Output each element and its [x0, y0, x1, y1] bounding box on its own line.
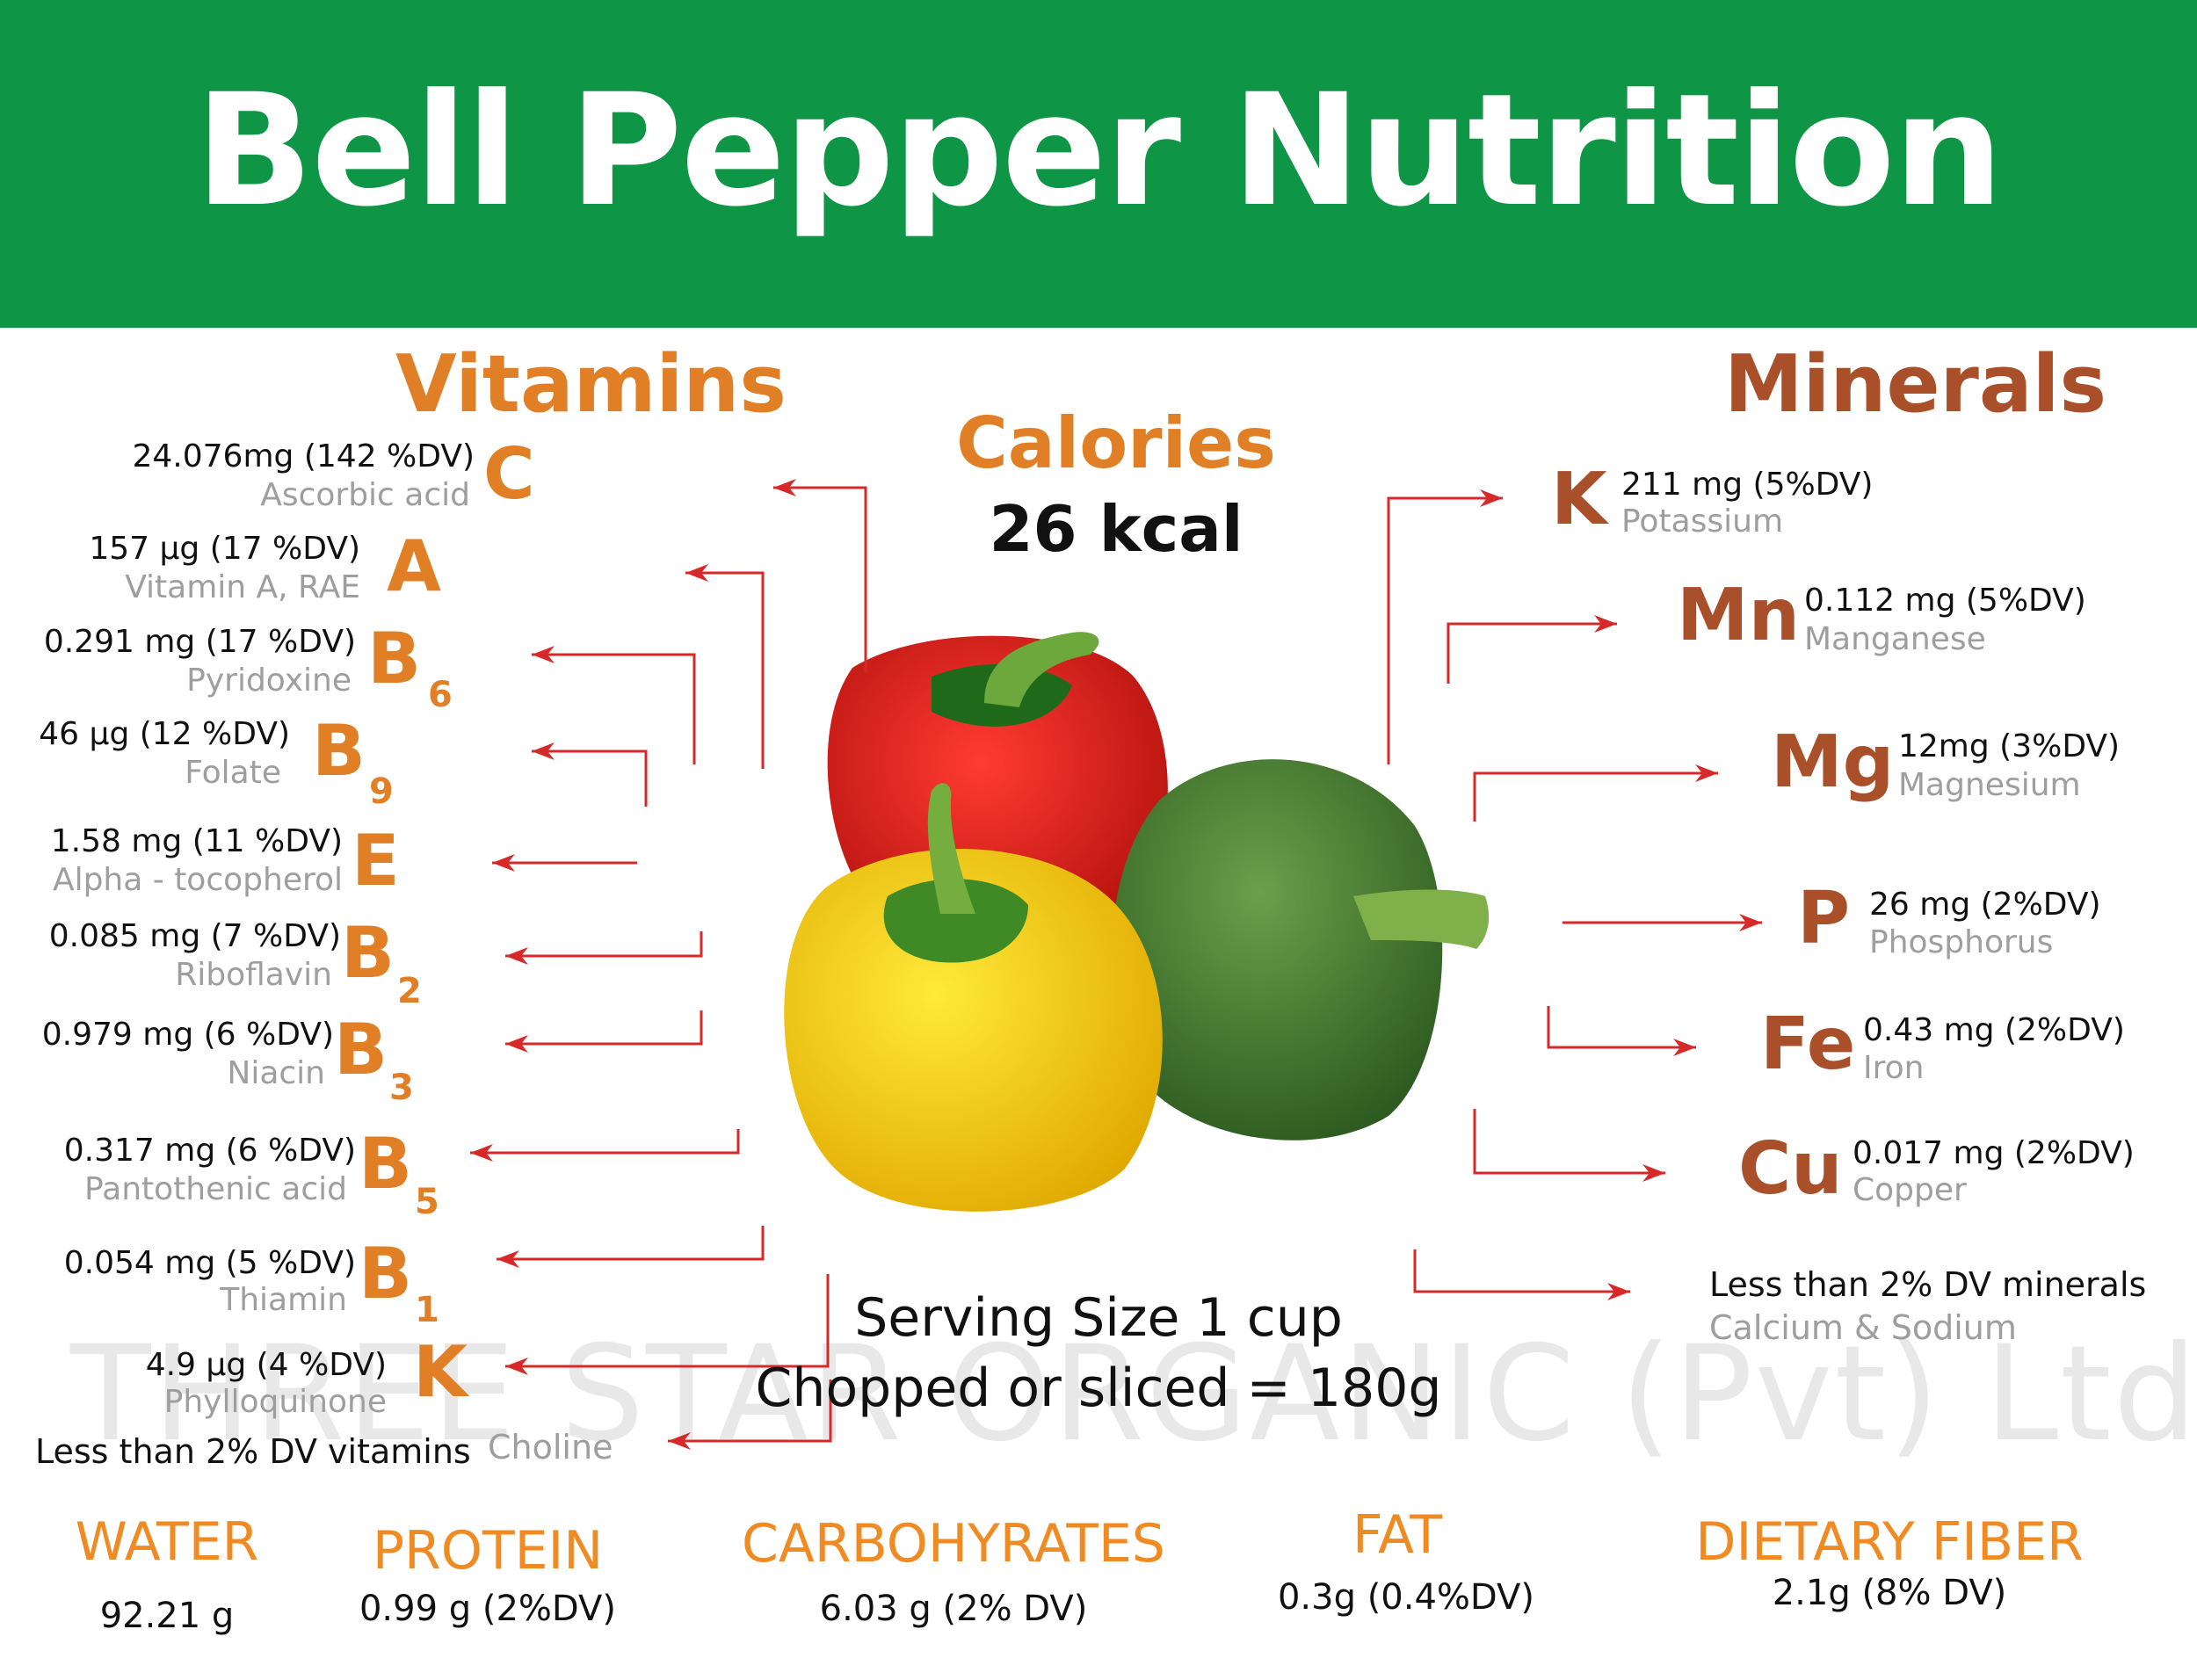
- mineral-cu-name: Copper: [1853, 1172, 1967, 1208]
- connector-arrow: [1473, 1109, 1665, 1182]
- vitamin-e-symbol: E: [352, 820, 400, 902]
- vitamin-b3-name: Niacin: [227, 1055, 325, 1091]
- connector-arrow: [1387, 489, 1503, 764]
- serving-size: Serving Size 1 cup: [854, 1287, 1343, 1349]
- mineral-mg-name: Magnesium: [1898, 767, 2081, 803]
- connector-arrow: [497, 1226, 765, 1268]
- vitamin-a-name: Vitamin A, RAE: [125, 569, 360, 605]
- macro-fat-value: 0.3g (0.4%DV): [1277, 1577, 1534, 1618]
- vitamin-b2-name: Riboflavin: [175, 957, 332, 993]
- macro-carbohydrates-label: CARBOHYRATES: [741, 1513, 1166, 1575]
- vitamin-b2-symbol: B: [341, 912, 395, 994]
- serving-weight: Chopped or sliced = 180g: [755, 1358, 1442, 1419]
- mineral-mn-amount: 0.112 mg (5%DV): [1804, 583, 2086, 619]
- vitamin-b1-subscript: 1: [415, 1290, 439, 1330]
- calories-value: 26 kcal: [989, 492, 1244, 566]
- mineral-k-amount: 211 mg (5%DV): [1621, 467, 1874, 503]
- vitamin-b1-symbol: B: [359, 1233, 412, 1314]
- connector-arrow: [505, 1010, 703, 1053]
- vitamin-c-amount: 24.076mg (142 %DV): [132, 438, 475, 474]
- mineral-fe-amount: 0.43 mg (2%DV): [1863, 1012, 2125, 1048]
- minerals-heading: Minerals: [1724, 338, 2107, 431]
- vitamin-b2-amount: 0.085 mg (7 %DV): [48, 918, 341, 954]
- connector-arrow: [532, 742, 648, 807]
- connector-arrow: [1447, 615, 1617, 684]
- vitamin-k-amount: 4.9 µg (4 %DV): [145, 1347, 387, 1383]
- page-title: Bell Pepper Nutrition: [195, 61, 2004, 241]
- mineral-cu-symbol: Cu: [1738, 1127, 1843, 1211]
- connector-arrow: [1473, 764, 1718, 822]
- vitamins-less-than-note: Less than 2% DV vitamins: [35, 1432, 471, 1471]
- green-pepper: [1111, 759, 1490, 1141]
- watermark: THREE STAR ORGANIC (Pvt) Ltd: [70, 1318, 2197, 1471]
- vitamin-b1-amount: 0.054 mg (5 %DV): [63, 1245, 356, 1281]
- connector-arrow: [685, 564, 765, 769]
- vitamin-b1-name: Thiamin: [220, 1282, 347, 1318]
- vitamin-e-name: Alpha - tocopherol: [52, 862, 343, 898]
- mineral-cu-amount: 0.017 mg (2%DV): [1853, 1135, 2135, 1171]
- minerals-less-than-note: Less than 2% DV minerals: [1709, 1265, 2147, 1304]
- vitamin-a-symbol: A: [387, 525, 441, 607]
- vitamin-b3-subscript: 3: [389, 1068, 414, 1108]
- vitamin-c-symbol: C: [483, 433, 535, 515]
- yellow-pepper: [784, 783, 1163, 1212]
- connector-arrow: [532, 646, 696, 764]
- mineral-fe-name: Iron: [1863, 1050, 1925, 1086]
- connector-arrow: [492, 854, 637, 872]
- mineral-mg-amount: 12mg (3%DV): [1898, 728, 2121, 764]
- vitamin-b9-amount: 46 µg (12 %DV): [39, 716, 290, 752]
- mineral-k-name: Potassium: [1621, 503, 1784, 539]
- connector-arrow: [470, 1129, 740, 1162]
- macro-fat-label: FAT: [1352, 1504, 1443, 1566]
- connector-arrow: [668, 1379, 832, 1450]
- calories-label: Calories: [956, 402, 1276, 484]
- connector-arrow: [505, 1274, 830, 1375]
- macro-protein-value: 0.99 g (2%DV): [359, 1589, 616, 1629]
- vitamin-k-symbol: K: [413, 1331, 468, 1413]
- mineral-p-symbol: P: [1797, 877, 1851, 960]
- vitamin-b5-amount: 0.317 mg (6 %DV): [63, 1133, 356, 1169]
- minerals-less-than-name: Calcium & Sodium: [1709, 1308, 2017, 1347]
- mineral-p-name: Phosphorus: [1869, 924, 2054, 960]
- vitamin-b9-symbol: B: [312, 710, 366, 792]
- macro-carbohydrates-value: 6.03 g (2% DV): [819, 1589, 1088, 1629]
- connector-arrow: [1563, 914, 1762, 931]
- mineral-mn-name: Manganese: [1804, 621, 1986, 657]
- vitamins-less-than-name: Choline: [488, 1428, 613, 1466]
- vitamin-b6-amount: 0.291 mg (17 %DV): [43, 624, 356, 660]
- vitamin-b5-name: Pantothenic acid: [84, 1171, 347, 1207]
- vitamin-a-amount: 157 µg (17 %DV): [89, 531, 360, 567]
- mineral-k-symbol: K: [1551, 458, 1607, 541]
- macro-water-label: WATER: [75, 1511, 259, 1573]
- macro-dietary-fiber-value: 2.1g (8% DV): [1772, 1573, 2007, 1613]
- vitamin-b3-symbol: B: [334, 1009, 388, 1090]
- title-banner: [0, 0, 2197, 328]
- connector-arrow: [773, 479, 867, 672]
- connector-arrow: [1547, 1006, 1696, 1056]
- vitamin-b3-amount: 0.979 mg (6 %DV): [41, 1017, 334, 1053]
- macro-water-value: 92.21 g: [99, 1596, 235, 1636]
- macro-protein-label: PROTEIN: [372, 1520, 604, 1582]
- vitamin-b2-subscript: 2: [397, 971, 422, 1011]
- vitamin-k-name: Phylloquinone: [163, 1384, 387, 1420]
- mineral-p-amount: 26 mg (2%DV): [1869, 887, 2101, 923]
- vitamin-c-name: Ascorbic acid: [260, 477, 470, 513]
- connector-arrow: [505, 931, 703, 965]
- vitamin-b9-name: Folate: [185, 755, 281, 791]
- vitamin-b6-symbol: B: [367, 618, 421, 699]
- vitamin-b6-name: Pyridoxine: [186, 663, 352, 699]
- vitamin-b5-symbol: B: [359, 1123, 412, 1205]
- macro-dietary-fiber-label: DIETARY FIBER: [1695, 1511, 2084, 1573]
- vitamin-b5-subscript: 5: [415, 1182, 439, 1222]
- bell-peppers-image: [784, 632, 1490, 1212]
- mineral-mg-symbol: Mg: [1771, 721, 1895, 804]
- mineral-mn-symbol: Mn: [1677, 574, 1800, 657]
- vitamin-b6-subscript: 6: [428, 675, 453, 715]
- vitamin-b9-subscript: 9: [369, 771, 394, 812]
- mineral-fe-symbol: Fe: [1760, 1003, 1856, 1086]
- vitamins-heading: Vitamins: [395, 338, 787, 431]
- vitamin-e-amount: 1.58 mg (11 %DV): [50, 823, 343, 859]
- connector-arrow: [1413, 1249, 1630, 1300]
